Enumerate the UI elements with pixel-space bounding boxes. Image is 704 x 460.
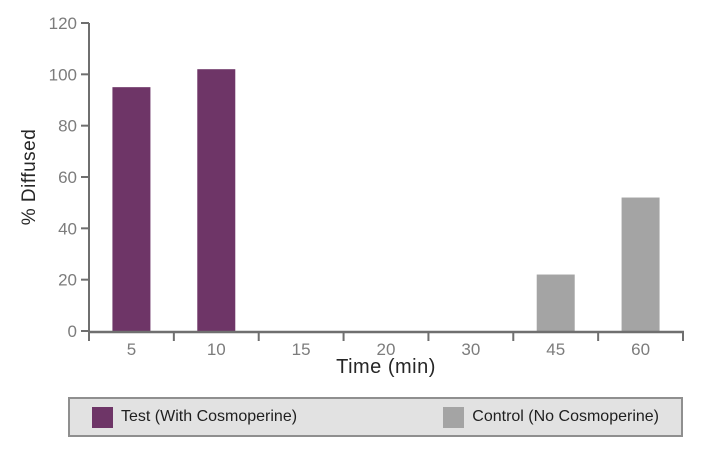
- y-axis-title: % Diffused: [19, 128, 40, 226]
- x-tick-label-5: 5: [127, 340, 136, 359]
- y-tick-label-40: 40: [58, 219, 77, 238]
- bar-test-10: [197, 69, 236, 331]
- y-tick-label-100: 100: [49, 65, 77, 84]
- legend-swatch-test: [92, 406, 113, 428]
- legend-swatch-control: [443, 406, 465, 428]
- bar-test-5: [112, 87, 151, 332]
- x-tick-label-45: 45: [546, 340, 565, 359]
- y-tick-label-120: 120: [49, 14, 77, 33]
- legend-item-control: Control (No Cosmoperine): [443, 406, 659, 428]
- legend-label-test: Test (With Cosmoperine): [121, 408, 298, 425]
- legend: Test (With Cosmoperine) Control (No Cosm…: [68, 397, 683, 437]
- x-tick-label-30: 30: [461, 340, 480, 359]
- x-tick-label-10: 10: [207, 340, 226, 359]
- y-tick-label-60: 60: [58, 168, 77, 187]
- x-tick-label-15: 15: [292, 340, 311, 359]
- legend-label-control: Control (No Cosmoperine): [472, 408, 659, 425]
- y-tick-label-0: 0: [68, 322, 77, 341]
- bar-control-45: [536, 274, 575, 331]
- legend-item-test: Test (With Cosmoperine): [92, 406, 298, 428]
- chart-canvas: 0 20 40 60 80 100 120 5 10 15 20 30 45 60: [49, 14, 684, 359]
- bar-control-60: [621, 197, 660, 331]
- y-tick-label-80: 80: [58, 117, 77, 136]
- x-tick-label-60: 60: [631, 340, 650, 359]
- y-tick-label-20: 20: [58, 271, 77, 290]
- x-tick-label-20: 20: [377, 340, 396, 359]
- x-axis-title: Time (min): [336, 356, 436, 378]
